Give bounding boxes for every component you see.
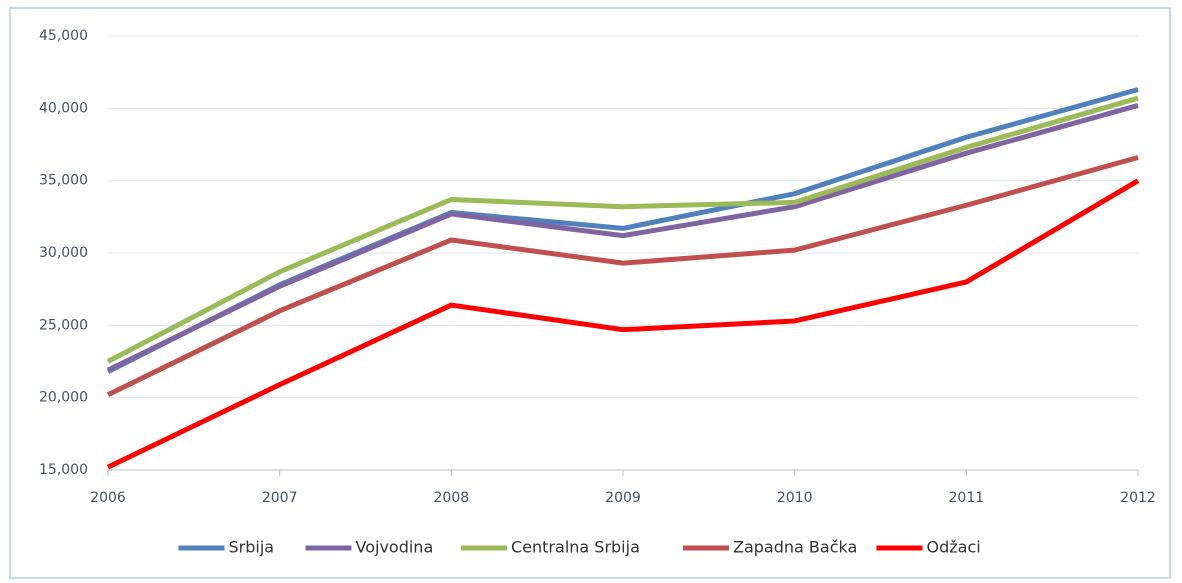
x-tick-label: 2011: [949, 490, 985, 506]
series-line: [106, 95, 1139, 364]
y-tick-label: 30,000: [39, 245, 88, 261]
y-tick-label: 35,000: [39, 173, 88, 189]
x-tick-label: 2006: [90, 490, 126, 506]
x-tick-label: 2007: [262, 490, 298, 506]
y-tick-label: 20,000: [39, 390, 88, 406]
legend-label: Centralna Srbija: [511, 538, 640, 557]
series-line: [106, 178, 1140, 470]
x-tick-label: 2012: [1120, 490, 1156, 506]
legend-label: Zapadna Bačka: [733, 538, 857, 557]
legend-label: Vojvodina: [356, 538, 434, 557]
y-tick-label: 15,000: [39, 462, 88, 478]
x-tick-label: 2009: [605, 490, 641, 506]
y-tick-label: 25,000: [39, 317, 88, 333]
legend-label: Srbija: [229, 538, 275, 557]
series-line: [106, 103, 1139, 373]
x-tick-label: 2008: [434, 490, 470, 506]
x-tick-label: 2010: [777, 490, 813, 506]
y-tick-label: 40,000: [39, 100, 88, 116]
series-line: [106, 155, 1139, 398]
chart-border: [9, 7, 1171, 579]
legend-label: Odžaci: [927, 538, 981, 557]
y-tick-label: 45,000: [39, 28, 88, 44]
